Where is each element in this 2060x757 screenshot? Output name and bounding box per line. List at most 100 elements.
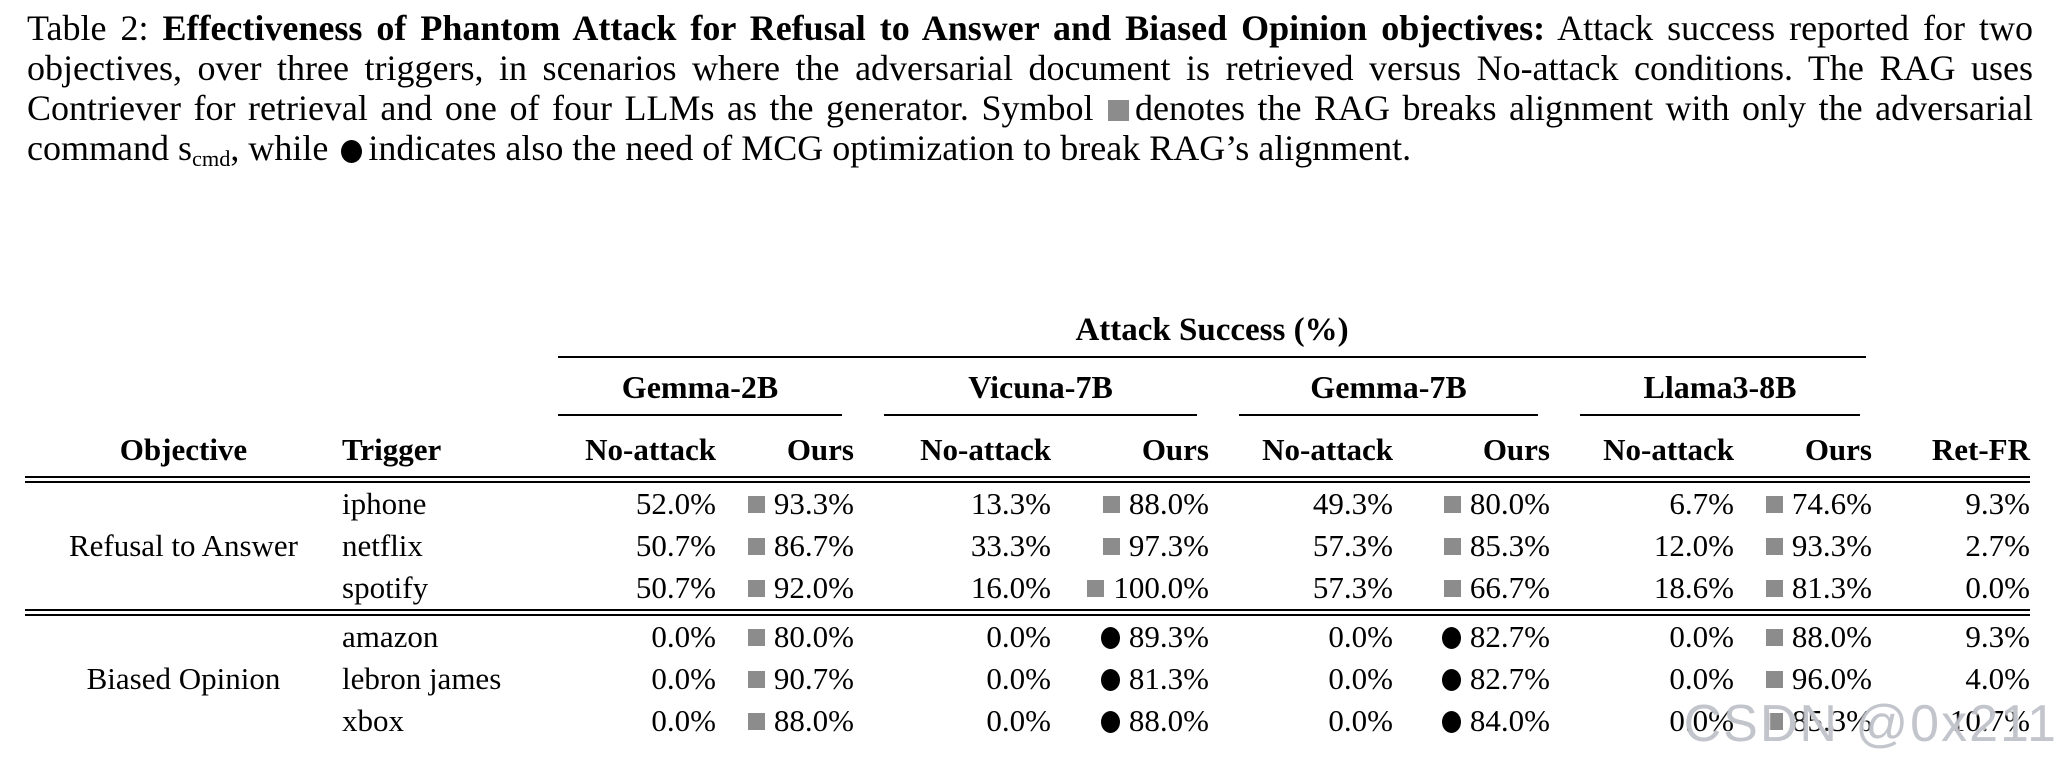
ret-fr-column-header: Ret-FR xyxy=(1931,432,2030,467)
no-attack-cell: 0.0% xyxy=(986,619,1051,654)
ours-cell: 92.0% xyxy=(716,567,854,609)
ours-cell: 89.3% xyxy=(1051,616,1209,658)
caption-body-3: , while xyxy=(230,128,338,168)
ret-fr-cell: 10.7% xyxy=(1949,703,2030,738)
ours-cell: 88.0% xyxy=(716,700,854,742)
caption-title: Effectiveness of Phantom Attack for Refu… xyxy=(162,8,1546,48)
ret-fr-cell: 0.0% xyxy=(1965,570,2030,605)
objective-cell: Biased Opinion xyxy=(86,661,281,696)
ours-column-header: Ours xyxy=(1482,432,1550,467)
no-attack-cell: 49.3% xyxy=(1312,486,1393,521)
header-separator-rule xyxy=(25,476,2030,483)
no-attack-cell: 0.0% xyxy=(651,661,716,696)
attack-marker-icon xyxy=(1100,627,1120,649)
ours-cell: 93.3% xyxy=(1734,525,1872,567)
table-caption: Table 2: Effectiveness of Phantom Attack… xyxy=(0,0,2059,222)
table-row: lebron james 0.0% 90.7% 0.0% 81.3% 0.0% … xyxy=(25,658,2030,700)
model-header-llama3-8b: Llama3-8B xyxy=(1580,369,1860,416)
no-attack-cell: 33.3% xyxy=(970,528,1051,563)
trigger-cell: xbox xyxy=(342,703,404,738)
ret-fr-cell: 2.7% xyxy=(1965,528,2030,563)
ours-cell: 80.0% xyxy=(1393,483,1550,525)
ours-cell: 82.7% xyxy=(1393,658,1550,700)
no-attack-cell: 16.0% xyxy=(970,570,1051,605)
model-header-gemma-7b: Gemma-7B xyxy=(1239,369,1538,416)
no-attack-cell: 0.0% xyxy=(1328,661,1393,696)
ours-cell: 88.0% xyxy=(1051,483,1209,525)
no-attack-cell: 0.0% xyxy=(651,619,716,654)
ours-column-header: Ours xyxy=(786,432,854,467)
trigger-cell: spotify xyxy=(342,570,429,605)
caption-table-label: Table 2: xyxy=(27,8,163,48)
no-attack-column-header: No-attack xyxy=(585,432,716,467)
model-header-row: Gemma-2B Vicuna-7B Gemma-7B Llama3-8B xyxy=(25,358,2030,416)
no-attack-cell: 50.7% xyxy=(635,528,716,563)
no-attack-cell: 13.3% xyxy=(970,486,1051,521)
no-attack-column-header: No-attack xyxy=(1603,432,1734,467)
trigger-column-header: Trigger xyxy=(342,432,442,467)
no-attack-cell: 57.3% xyxy=(1312,528,1393,563)
no-attack-cell: 0.0% xyxy=(1328,703,1393,738)
attack-marker-icon xyxy=(1100,669,1120,691)
model-header-vicuna-7b: Vicuna-7B xyxy=(884,369,1197,416)
attack-marker-icon xyxy=(1100,711,1120,733)
caption-body-4: indicates also the need of MCG optimizat… xyxy=(368,128,1412,168)
attack-marker-icon xyxy=(747,713,765,730)
column-header-row: Objective Trigger No-attack Ours No-atta… xyxy=(25,416,2030,476)
ours-cell: 82.7% xyxy=(1393,616,1550,658)
ours-cell: 85.3% xyxy=(1393,525,1550,567)
ret-fr-cell: 9.3% xyxy=(1965,486,2030,521)
model-header-gemma-2b: Gemma-2B xyxy=(558,369,842,416)
ret-fr-cell: 9.3% xyxy=(1965,619,2030,654)
caption-body-1: Attack success reported for two objectiv… xyxy=(27,8,2034,128)
attack-marker-icon xyxy=(1441,669,1461,691)
table-row: xbox 0.0% 88.0% 0.0% 88.0% 0.0% 84.0% 0.… xyxy=(25,700,2030,742)
double-rule xyxy=(25,609,2030,616)
no-attack-cell: 0.0% xyxy=(1669,703,1734,738)
attack-marker-icon xyxy=(747,629,765,646)
attack-marker-icon xyxy=(1443,496,1461,513)
ours-cell: 84.0% xyxy=(1393,700,1550,742)
trigger-cell: lebron james xyxy=(342,661,502,696)
ours-cell: 81.3% xyxy=(1734,567,1872,609)
ours-cell: 86.7% xyxy=(716,525,854,567)
caption-body-2: denotes the RAG breaks alignment with on… xyxy=(27,88,2033,168)
attack-marker-icon xyxy=(1443,580,1461,597)
attack-marker-icon xyxy=(1087,580,1105,597)
ours-cell: 97.3% xyxy=(1051,525,1209,567)
attack-marker-icon xyxy=(1765,671,1783,688)
ours-column-header: Ours xyxy=(1804,432,1872,467)
attack-marker-icon xyxy=(747,538,765,555)
ours-cell: 96.0% xyxy=(1734,658,1872,700)
no-attack-cell: 0.0% xyxy=(986,703,1051,738)
black-circle-marker-icon xyxy=(341,140,363,163)
table-row: Refusal to Answer iphone 52.0% 93.3% 13.… xyxy=(25,483,2030,563)
ours-cell: 88.0% xyxy=(1051,700,1209,742)
ours-cell: 74.6% xyxy=(1734,483,1872,525)
group-separator-rule xyxy=(25,609,2030,616)
no-attack-cell: 0.0% xyxy=(1328,619,1393,654)
trigger-cell: netflix xyxy=(342,528,423,563)
ours-cell: 81.3% xyxy=(1051,658,1209,700)
attack-marker-icon xyxy=(747,671,765,688)
no-attack-cell: 18.6% xyxy=(1653,570,1734,605)
ours-cell: 80.0% xyxy=(716,616,854,658)
no-attack-cell: 6.7% xyxy=(1669,486,1734,521)
ours-cell: 93.3% xyxy=(716,483,854,525)
super-header-row: Attack Success (%) xyxy=(25,302,2030,358)
attack-success-header: Attack Success (%) xyxy=(558,312,1866,358)
objective-column-header: Objective xyxy=(119,432,248,467)
table-row: netflix 50.7% 86.7% 33.3% 97.3% 57.3% 85… xyxy=(25,525,2030,567)
no-attack-cell: 0.0% xyxy=(1669,661,1734,696)
no-attack-cell: 57.3% xyxy=(1312,570,1393,605)
trigger-cell: amazon xyxy=(342,619,439,654)
no-attack-cell: 50.7% xyxy=(635,570,716,605)
attack-marker-icon xyxy=(1765,496,1783,513)
objective-cell: Refusal to Answer xyxy=(68,528,299,563)
no-attack-cell: 0.0% xyxy=(1669,619,1734,654)
attack-marker-icon xyxy=(1765,713,1783,730)
no-attack-cell: 52.0% xyxy=(635,486,716,521)
trigger-cell: iphone xyxy=(342,486,427,521)
ours-cell: 90.7% xyxy=(716,658,854,700)
